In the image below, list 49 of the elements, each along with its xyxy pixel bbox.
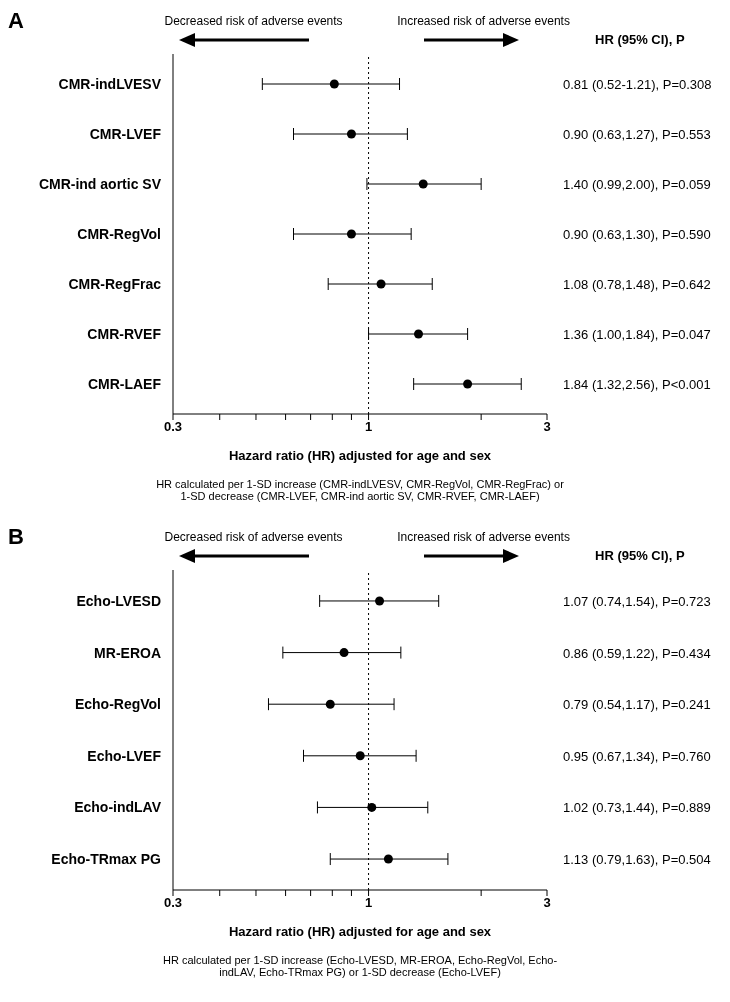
text: HR (95% CI), P — [595, 32, 685, 47]
point — [339, 648, 349, 658]
data-label: 1.07 (0.74,1.54), P=0.723 — [563, 593, 711, 609]
y-tick-label: CMR-LAEF — [87, 376, 162, 392]
x-tick-label: 1 — [364, 895, 373, 911]
text: HR calculated per 1-SD increase (Echo-LVESD, MR-EROA, Echo-RegVol, Echo-indLAV, Echo-TRmax PG) or 1-SD decrease (Echo-LVEF) — [161, 954, 559, 978]
point — [355, 751, 365, 761]
x-tick-label: 3 — [543, 419, 551, 435]
data-label: 0.90 (0.63,1.30), P=0.590 — [563, 227, 711, 242]
point — [367, 802, 377, 812]
data-label: 1.02 (0.73,1.44), P=0.889 — [563, 800, 711, 816]
chart-title: A — [8, 8, 24, 34]
chart-title: B — [8, 524, 24, 550]
data-label: 0.86 (0.59,1.22), P=0.434 — [563, 645, 711, 661]
data-label: 1.40 (0.99,2.00), P=0.059 — [563, 177, 711, 192]
data-label: 0.79 (0.54,1.17), P=0.241 — [563, 697, 711, 713]
data-label: 1.36 (1.00,1.84), P=0.047 — [563, 327, 711, 342]
y-tick-label: CMR-RegVol — [77, 226, 161, 242]
y-tick-label: Echo-LVEF — [87, 747, 162, 764]
y-tick-label: Echo-RegVol — [74, 696, 161, 713]
text: HR (95% CI), P — [595, 548, 685, 563]
text: Decreased risk of adverse events — [163, 530, 344, 544]
data-label: 1.13 (0.79,1.63), P=0.504 — [563, 852, 711, 868]
y-tick-label: CMR-indLVESV — [58, 76, 162, 92]
x-tick-label: 0.3 — [163, 895, 183, 911]
y-tick-label: Echo-TRmax PG — [51, 851, 162, 868]
y-tick-label: CMR-ind aortic SV — [38, 176, 162, 192]
y-tick-label: CMR-RegFrac — [68, 276, 162, 292]
x-tick-label: 3 — [543, 895, 551, 911]
y-tick-label: CMR-LVEF — [89, 126, 162, 142]
data-label: 0.90 (0.63,1.27), P=0.553 — [563, 127, 711, 142]
text: Increased risk of adverse events — [396, 530, 571, 544]
y-tick-label: Echo-LVESD — [76, 592, 161, 609]
text: HR calculated per 1-SD increase (CMR-indLVESV, CMR-RegVol, CMR-RegFrac) or 1-SD decrease (CMR-LVEF, CMR-ind aortic SV, CMR-RVEF, CMR-LAEF) — [155, 478, 565, 502]
text: Decreased risk of adverse events — [163, 14, 344, 28]
x-tick-label: 1 — [364, 419, 373, 435]
point — [325, 699, 335, 709]
point — [375, 596, 385, 606]
x-tick-label: 0.3 — [163, 419, 183, 435]
data-label: 1.84 (1.32,2.56), P<0.001 — [563, 377, 711, 392]
data-label: 0.81 (0.52-1.21), P=0.308 — [563, 77, 712, 92]
data-label: 0.95 (0.67,1.34), P=0.760 — [563, 748, 711, 764]
x-axis-title: Hazard ratio (HR) adjusted for age and sex — [227, 924, 493, 939]
y-tick-label: MR-EROA — [94, 644, 161, 661]
y-tick-label: Echo-indLAV — [74, 799, 162, 816]
data-label: 1.08 (0.78,1.48), P=0.642 — [563, 277, 711, 292]
x-axis-title: Hazard ratio (HR) adjusted for age and sex — [227, 448, 493, 463]
text: Increased risk of adverse events — [396, 14, 571, 28]
y-tick-label: CMR-RVEF — [87, 326, 162, 342]
